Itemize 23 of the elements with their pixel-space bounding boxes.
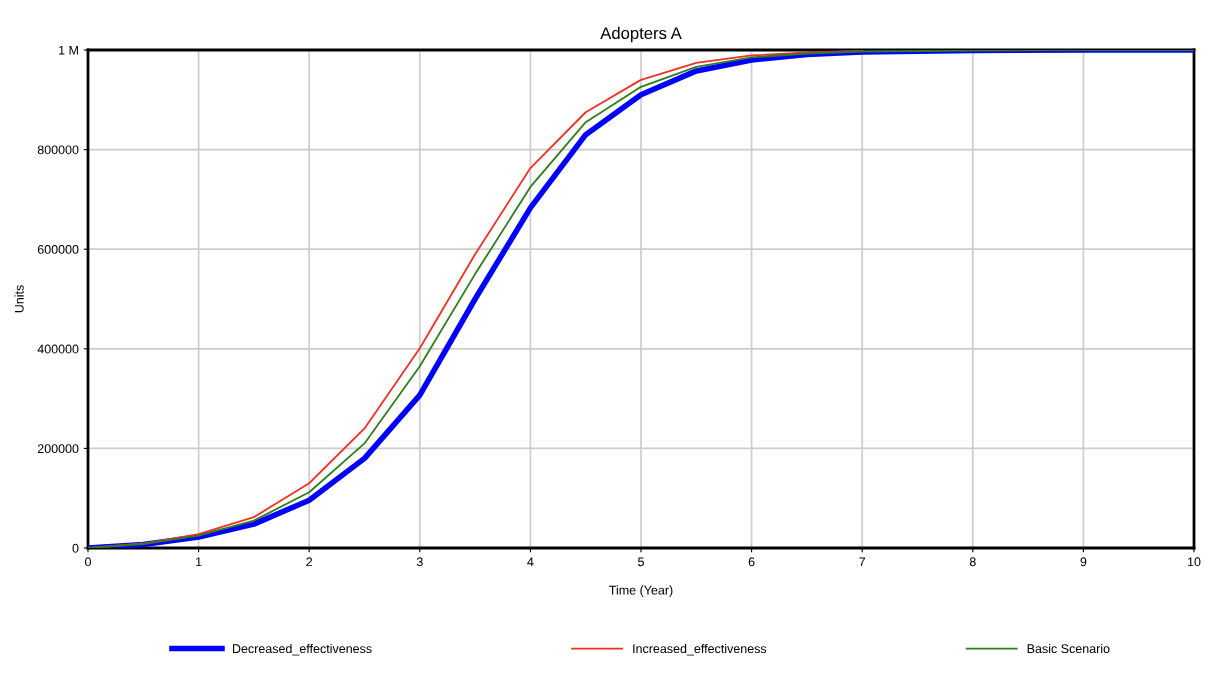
legend-label: Increased_effectiveness	[633, 643, 767, 656]
x-tick-label: 9	[1080, 557, 1087, 567]
y-tick-label: 0	[72, 543, 79, 553]
x-tick-label: 0	[85, 557, 91, 567]
y-tick-label: 600000	[37, 245, 79, 254]
legend-label: Decreased_effectiveness	[232, 643, 372, 656]
y-tick-label: 400000	[37, 344, 79, 354]
legend-label: Basic Scenario	[1027, 643, 1110, 654]
y-tick-label: 800000	[37, 145, 79, 155]
x-tick-label: 4	[527, 557, 534, 567]
y-tick-label: 1 M	[59, 45, 78, 55]
x-tick-label: 8	[969, 557, 976, 567]
x-tick-label: 2	[306, 557, 313, 567]
x-tick-label: 10	[1188, 557, 1201, 567]
x-tick-label: 1	[196, 557, 202, 567]
chart-title: Adopters A	[600, 26, 682, 43]
x-tick-label: 5	[638, 557, 644, 567]
x-axis-title: Time (Year)	[609, 585, 673, 597]
y-axis-title: Units	[14, 285, 24, 313]
x-tick-label: 7	[859, 557, 866, 567]
x-tick-label: 6	[748, 557, 755, 567]
x-tick-label: 3	[416, 557, 423, 567]
y-tick-label: 200000	[37, 444, 79, 454]
